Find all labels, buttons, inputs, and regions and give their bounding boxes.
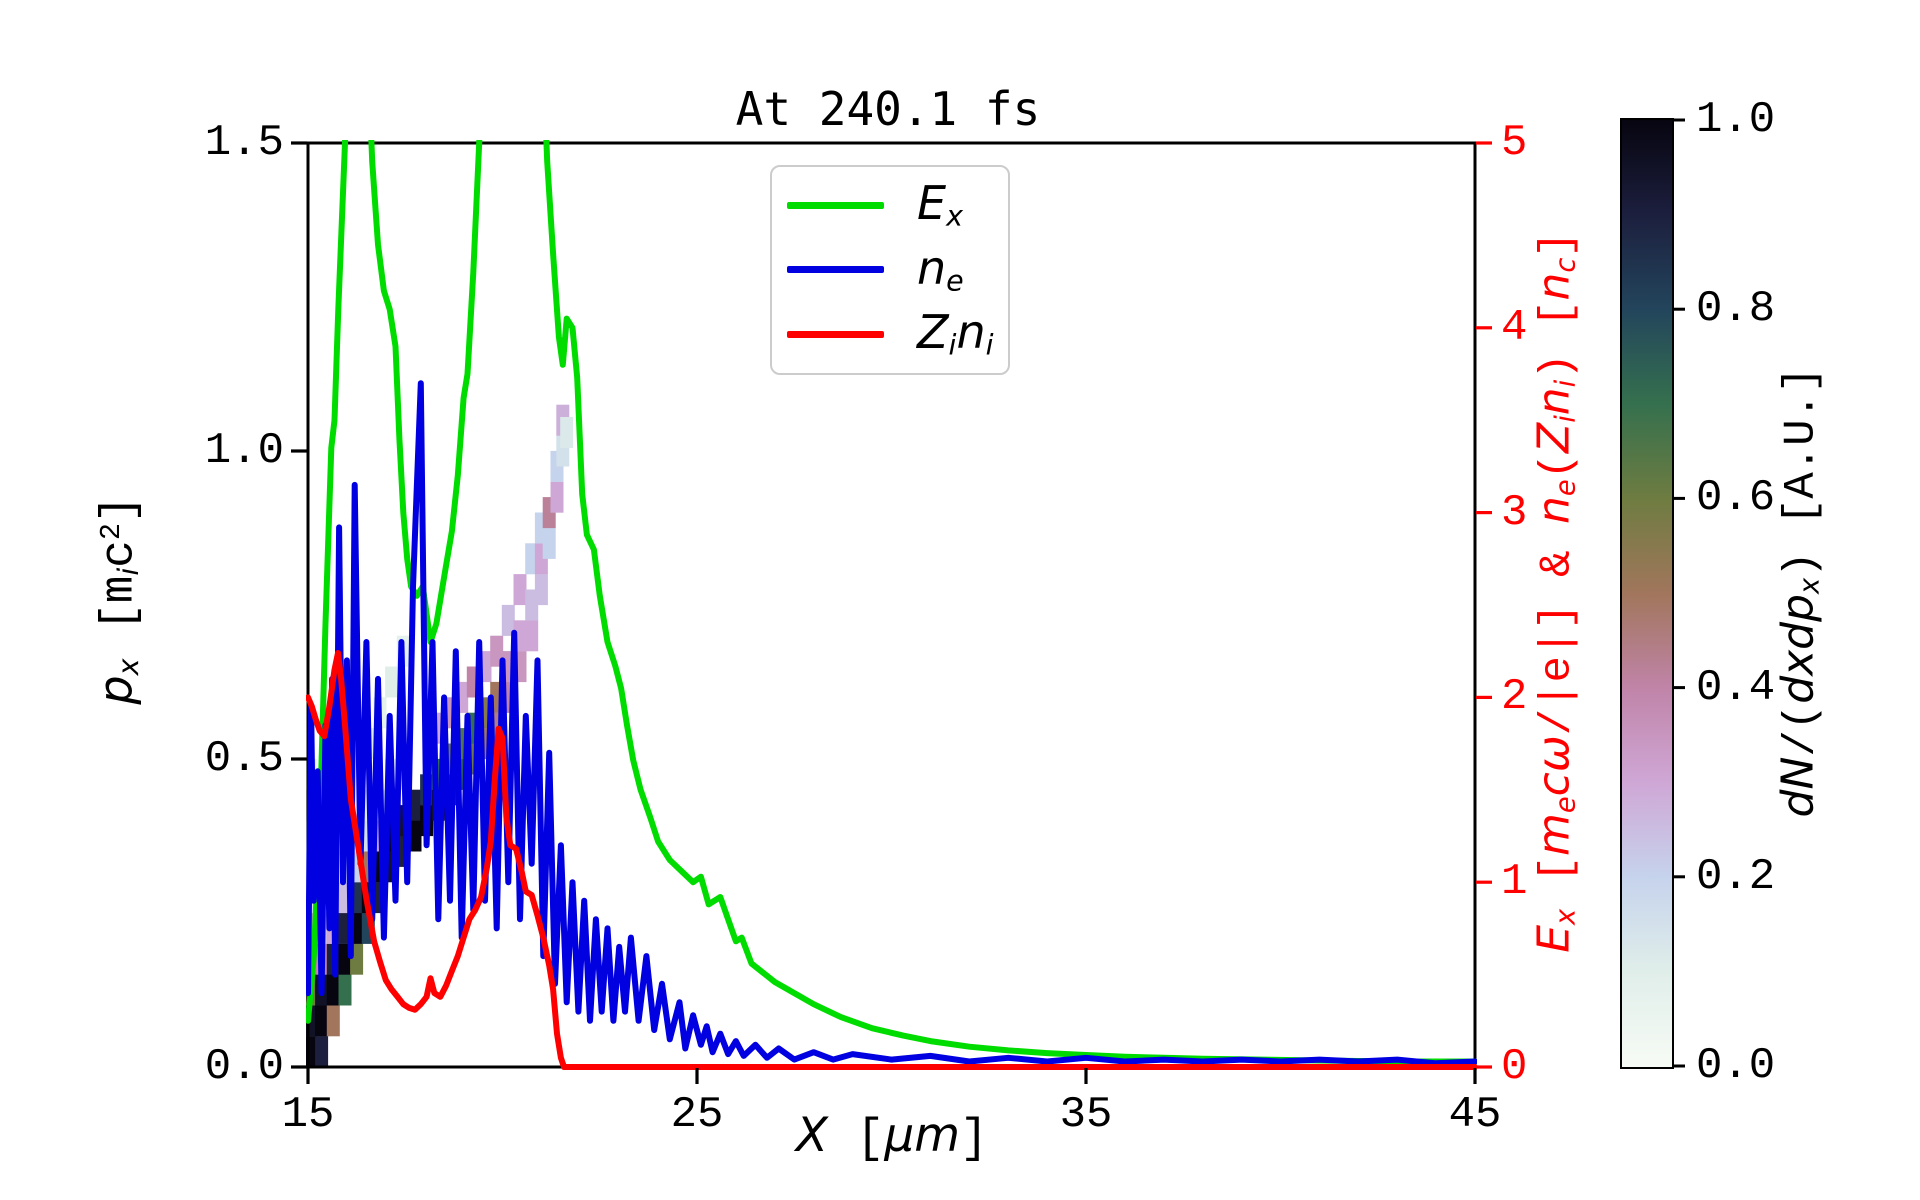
x-tick-label: 25 [670,1090,724,1140]
heatmap-cell [525,620,539,652]
legend-entry-ex: Ex [787,174,1008,236]
y-right-tick-label: 0 [1501,1042,1528,1092]
colorbar-tick-label: 0.8 [1696,284,1776,335]
x-tick-label: 45 [1448,1090,1502,1140]
legend: Ex ne Zini [770,165,1010,375]
colorbar-tick-label: 0.6 [1696,473,1776,524]
colorbar-gradient [1622,120,1672,1067]
y-right-tick-label: 4 [1501,302,1528,353]
heatmap-cell [315,1005,329,1037]
y-left-tick-label: 1.0 [204,426,284,476]
heatmap-cell [326,1005,340,1037]
heatmap-cell [315,1036,329,1068]
heatmap-cell [338,974,352,1006]
colorbar-tick-label: 1.0 [1696,95,1776,145]
colorbar-label: dN/(dxdpx) [A.U.] [1772,366,1827,818]
tick-marks [291,118,1685,1084]
heatmap-cell [542,527,556,559]
y-left-tick-label: 0.0 [204,1042,284,1092]
x-tick-label: 15 [281,1090,335,1140]
y-right-tick-label: 3 [1501,487,1528,538]
plot-title: At 240.1 fs [735,82,1041,136]
heatmap-cell [326,974,340,1006]
heatmap-cell [534,574,548,606]
y-left-tick-label: 1.5 [204,118,284,168]
ne-curve [306,380,1477,1067]
y-left-tick-label: 0.5 [204,734,284,784]
heatmap-cell [501,604,515,636]
colorbar-tick-label: 0.2 [1696,851,1776,902]
x-tick-label: 35 [1059,1090,1113,1140]
colorbar-tick-label: 0.0 [1696,1041,1776,1091]
ex-curve [306,140,1477,1065]
legend-line-sample [787,201,884,209]
heatmap-cell [513,574,527,606]
heatmap-cell [560,417,574,448]
legend-label: Ex [917,175,963,233]
y-right-axis-label: Ex [mecω/|e|] & ne(Zini) [nc] [1528,231,1583,953]
legend-label: Zini [917,305,994,362]
heatmap-cell [306,1005,317,1037]
colorbar-tick-label: 0.4 [1696,662,1776,713]
y-right-tick-label: 2 [1501,672,1528,723]
zini-curve [306,650,1477,1070]
legend-entry-ne: ne [787,239,1008,301]
legend-line-sample [787,331,884,339]
legend-label: ne [917,240,964,297]
y-right-tick-label: 5 [1501,118,1528,168]
heatmap-cell [385,666,399,698]
heatmap-cell [550,481,564,513]
y-left-axis-label: px [mic2] [88,495,146,705]
x-axis-label: X [μm] [795,1108,989,1166]
heatmap-cell [408,820,422,852]
heatmap-cell [306,1036,317,1068]
y-right-tick-label: 1 [1501,857,1528,908]
legend-line-sample [787,266,884,274]
colorbar [1620,118,1674,1069]
legend-entry-zini: Zini [787,304,1008,366]
